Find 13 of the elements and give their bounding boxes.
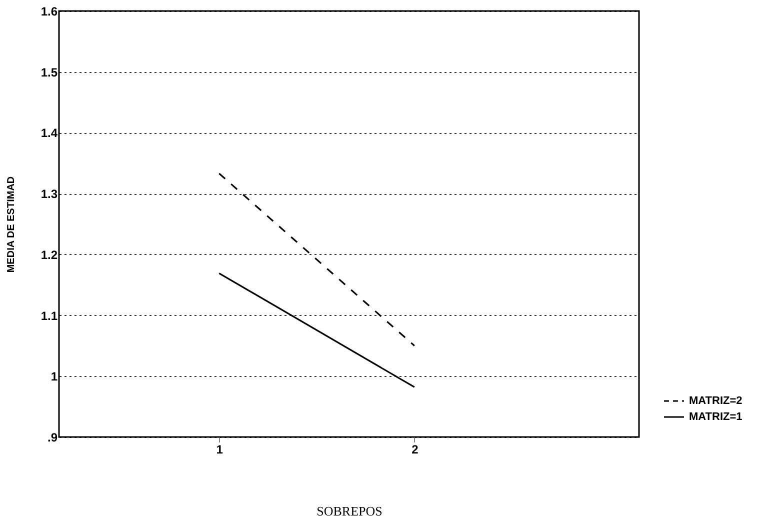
- y-tick-label: 1.4: [40, 126, 58, 140]
- y-tick-label: 1.3: [40, 187, 58, 202]
- legend-label: MATRIZ=1: [689, 411, 742, 423]
- y-tick-label: 1.2: [40, 248, 58, 262]
- legend-label: MATRIZ=2: [689, 395, 742, 407]
- y-tick-label: .9: [47, 430, 58, 444]
- x-tick-label: 2: [412, 442, 419, 456]
- y-axis-title: MEDIA DE ESTIMAD: [6, 176, 17, 273]
- y-tick-label: 1: [50, 370, 58, 384]
- y-tick-label: 1.6: [40, 4, 58, 18]
- y-tick-label: 1.5: [40, 65, 58, 80]
- y-tick-label: 1.1: [40, 308, 58, 323]
- x-axis-title: SOBREPOS: [316, 504, 382, 518]
